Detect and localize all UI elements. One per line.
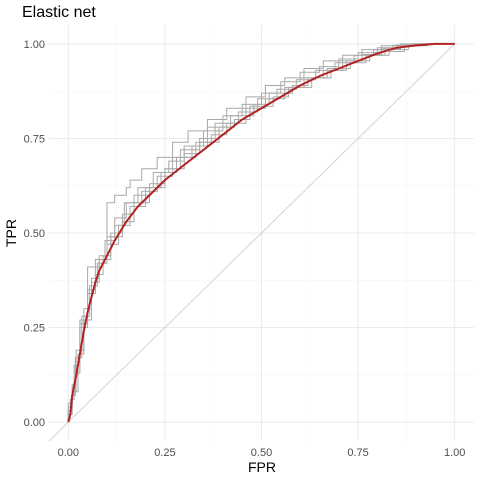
mean-roc-curve	[67, 42, 455, 423]
y-tick-label: 0.25	[24, 323, 45, 335]
tick-labels: 0.00 0.25 0.50 0.75 1.00 0.00 0.25 0.50 0.75 1.00	[24, 39, 466, 459]
x-tick-label: 0.25	[154, 447, 175, 459]
reference-diagonal-line	[48, 43, 456, 442]
y-tick-label: 1.00	[24, 39, 45, 51]
y-axis-title: TPR	[3, 219, 19, 247]
series-layer	[67, 42, 455, 423]
x-tick-label: 1.00	[444, 447, 465, 459]
y-tick-label: 0.00	[24, 417, 45, 429]
x-tick-label: 0.75	[347, 447, 368, 459]
x-axis-title: FPR	[248, 459, 276, 475]
x-tick-label: 0.00	[58, 447, 79, 459]
resample-roc-curve-4	[67, 43, 455, 423]
reference-line-layer	[48, 43, 456, 442]
y-tick-label: 0.75	[24, 133, 45, 145]
chart-title: Elastic net	[22, 4, 96, 21]
y-tick-label: 0.50	[24, 228, 45, 240]
x-tick-label: 0.50	[251, 447, 272, 459]
